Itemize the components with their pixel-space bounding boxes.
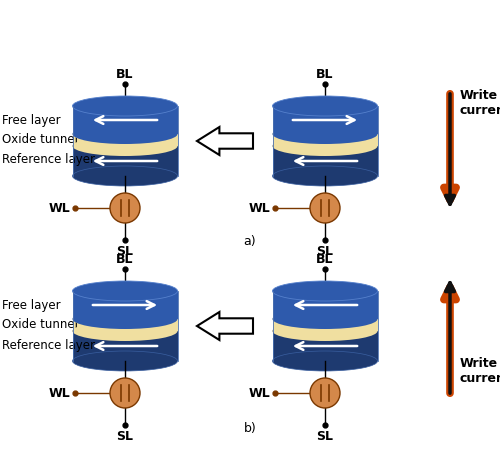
Ellipse shape <box>272 125 378 145</box>
Bar <box>272 319 378 331</box>
Text: Write
current: Write current <box>460 356 500 384</box>
Bar <box>72 147 178 177</box>
Bar <box>272 331 378 361</box>
Text: BL: BL <box>116 252 134 266</box>
Bar <box>72 107 178 135</box>
Text: Write
current: Write current <box>460 89 500 117</box>
Ellipse shape <box>72 125 178 145</box>
Ellipse shape <box>72 281 178 301</box>
Polygon shape <box>197 312 253 340</box>
Ellipse shape <box>72 309 178 329</box>
Polygon shape <box>197 128 253 156</box>
Text: b): b) <box>244 421 256 434</box>
Ellipse shape <box>272 321 378 341</box>
Text: BL: BL <box>316 252 334 266</box>
Ellipse shape <box>72 125 178 145</box>
Bar <box>272 107 378 135</box>
Text: BL: BL <box>116 68 134 81</box>
Text: SL: SL <box>316 245 334 258</box>
Text: Reference layer: Reference layer <box>2 338 95 351</box>
Bar <box>272 291 378 319</box>
Text: a): a) <box>244 235 256 248</box>
Text: WL: WL <box>48 387 70 400</box>
Ellipse shape <box>72 321 178 341</box>
Ellipse shape <box>272 97 378 117</box>
Ellipse shape <box>272 351 378 371</box>
Bar <box>72 135 178 147</box>
Ellipse shape <box>72 351 178 371</box>
Ellipse shape <box>72 137 178 157</box>
Ellipse shape <box>272 137 378 157</box>
Ellipse shape <box>72 167 178 187</box>
Text: WL: WL <box>248 202 270 215</box>
Circle shape <box>310 194 340 224</box>
Ellipse shape <box>272 309 378 329</box>
Text: BL: BL <box>316 68 334 81</box>
Ellipse shape <box>72 97 178 117</box>
Bar <box>272 135 378 147</box>
Bar <box>272 147 378 177</box>
Circle shape <box>310 378 340 408</box>
Bar <box>72 319 178 331</box>
Text: Free layer: Free layer <box>2 299 60 312</box>
Text: Reference layer: Reference layer <box>2 153 95 166</box>
Text: SL: SL <box>116 245 134 258</box>
Ellipse shape <box>272 309 378 329</box>
Ellipse shape <box>272 167 378 187</box>
Ellipse shape <box>272 321 378 341</box>
Text: WL: WL <box>48 202 70 215</box>
Ellipse shape <box>72 309 178 329</box>
Circle shape <box>110 194 140 224</box>
Ellipse shape <box>72 321 178 341</box>
Bar <box>72 291 178 319</box>
Bar <box>72 331 178 361</box>
Text: WL: WL <box>248 387 270 400</box>
Text: SL: SL <box>116 429 134 442</box>
Ellipse shape <box>272 137 378 157</box>
Text: Oxide tunnel: Oxide tunnel <box>2 133 78 146</box>
Ellipse shape <box>272 125 378 145</box>
Text: SL: SL <box>316 429 334 442</box>
Ellipse shape <box>272 281 378 301</box>
Text: Oxide tunnel: Oxide tunnel <box>2 318 78 331</box>
Circle shape <box>110 378 140 408</box>
Ellipse shape <box>72 137 178 157</box>
Text: Free layer: Free layer <box>2 114 60 127</box>
